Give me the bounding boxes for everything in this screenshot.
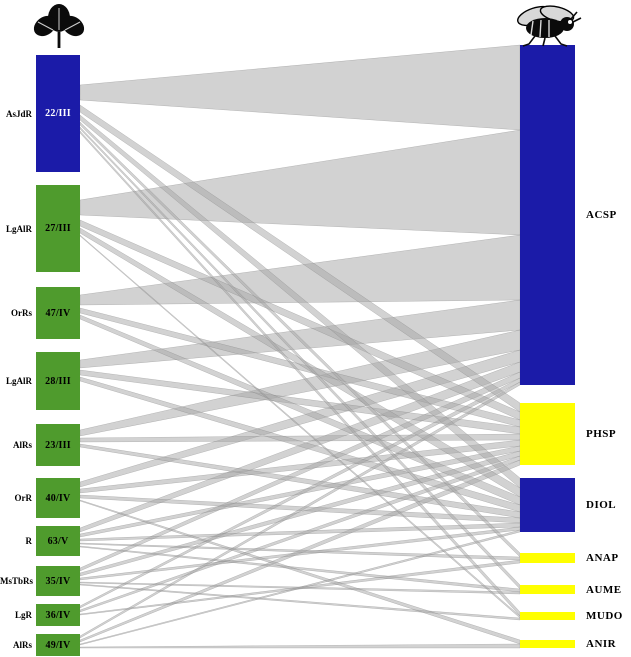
right-node-label: AUME xyxy=(586,583,622,596)
left-node-block: 36/IV xyxy=(36,604,80,626)
right-node-label: DIOL xyxy=(586,499,617,511)
right-node-block xyxy=(520,612,575,620)
right-node-block xyxy=(520,585,575,594)
left-node-label: LgR xyxy=(14,610,32,620)
link-ribbon xyxy=(79,522,521,542)
left-node-value: 23/III xyxy=(45,439,71,451)
right-node-label: ANIR xyxy=(586,638,617,650)
left-node-label: MsTbRs xyxy=(0,576,34,586)
left-node-block: 22/III xyxy=(36,55,80,172)
link-ribbon xyxy=(79,583,521,621)
link-ribbon xyxy=(79,643,521,649)
right-node-block xyxy=(520,553,575,563)
left-node-block: 35/IV xyxy=(36,566,80,596)
link-ribbon xyxy=(79,581,521,595)
left-node-label: AlRs xyxy=(12,440,32,450)
link-ribbon xyxy=(79,129,521,236)
left-node-label: R xyxy=(25,536,33,546)
left-node-label: LgAlR xyxy=(5,376,32,386)
left-node-value: 28/III xyxy=(45,375,71,387)
left-node-block: 49/IV xyxy=(36,634,80,656)
left-node-block: 47/IV xyxy=(36,287,80,339)
right-node-label: MUDO xyxy=(586,610,623,622)
right-node-block xyxy=(520,45,575,385)
left-node-label: AsJdR xyxy=(5,108,32,119)
left-node-block: 63/V xyxy=(36,526,80,556)
right-node-label: ANAP xyxy=(586,552,619,564)
left-node-label: OrR xyxy=(14,493,33,503)
link-ribbon xyxy=(79,44,521,131)
right-node-block xyxy=(520,478,575,532)
left-node-value: 27/III xyxy=(45,223,71,234)
left-node-value: 22/III xyxy=(45,108,71,119)
left-node-label: OrRs xyxy=(11,308,32,318)
left-node-value: 63/V xyxy=(47,535,69,547)
right-node-block xyxy=(520,640,575,648)
left-node-value: 49/IV xyxy=(45,639,71,651)
left-node-block: 27/III xyxy=(36,185,80,272)
left-node-block: 28/III xyxy=(36,352,80,410)
left-node-label: LgAlR xyxy=(5,223,32,234)
right-node-label: PHSP xyxy=(586,428,617,440)
left-node-block: 40/IV xyxy=(36,478,80,518)
plant-icon xyxy=(33,4,85,48)
left-node-value: 40/IV xyxy=(45,492,71,504)
left-node-value: 36/IV xyxy=(45,609,71,621)
right-node-block xyxy=(520,403,575,465)
left-node-block: 23/III xyxy=(36,424,80,466)
left-node-label: AlRs xyxy=(12,640,32,650)
left-node-value: 47/IV xyxy=(45,307,71,319)
right-node-label: ACSP xyxy=(586,209,617,221)
fly-icon xyxy=(517,5,582,47)
left-node-value: 35/IV xyxy=(45,575,71,587)
